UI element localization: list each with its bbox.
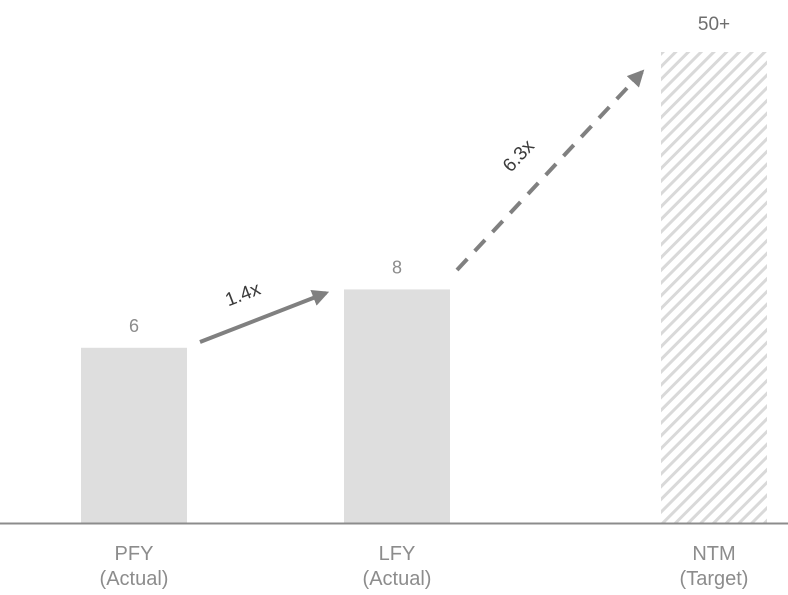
growth-arrow-1 xyxy=(199,290,330,344)
category-sublabel-lfy: (Actual) xyxy=(363,568,432,590)
category-label-lfy: LFY xyxy=(379,543,416,565)
category-sublabel-pfy: (Actual) xyxy=(100,568,169,590)
growth-label-2: 6.3x xyxy=(499,136,539,177)
category-label-ntm: NTM xyxy=(692,543,735,565)
category-sublabel-ntm: (Target) xyxy=(680,568,749,590)
value-label-pfy: 6 xyxy=(129,316,139,336)
bar-lfy xyxy=(344,289,450,523)
value-label-lfy: 8 xyxy=(392,257,402,277)
value-label-ntm: 50+ xyxy=(698,14,730,35)
bar-ntm xyxy=(661,52,767,523)
growth-arrow-2 xyxy=(455,69,645,272)
bar-pfy xyxy=(81,347,187,523)
category-label-pfy: PFY xyxy=(115,543,154,565)
growth-label-1: 1.4x xyxy=(222,278,264,311)
